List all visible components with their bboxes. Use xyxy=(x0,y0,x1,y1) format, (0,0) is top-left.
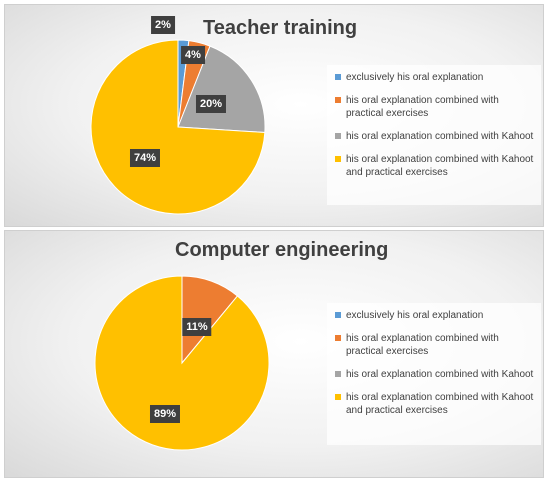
legend-swatch xyxy=(335,312,341,318)
legend-swatch xyxy=(335,133,341,139)
legend-item: his oral explanation combined with pract… xyxy=(335,332,535,358)
legend-item: his oral explanation combined with Kahoo… xyxy=(335,391,535,417)
legend-item: exclusively his oral explanation xyxy=(335,71,535,84)
legend-label: his oral explanation combined with pract… xyxy=(346,95,499,119)
pie-slice xyxy=(90,39,266,215)
legend-label: exclusively his oral explanation xyxy=(346,310,484,321)
legend-item: his oral explanation combined with Kahoo… xyxy=(335,153,535,179)
pie-slice xyxy=(94,275,270,451)
chart-title: Teacher training xyxy=(203,17,358,39)
legend: exclusively his oral explanation his ora… xyxy=(327,65,541,205)
legend-label: his oral explanation combined with Kahoo… xyxy=(346,392,534,416)
legend-item: his oral explanation combined with pract… xyxy=(335,94,535,120)
legend-item: his oral explanation combined with Kahoo… xyxy=(335,368,535,381)
data-label: 4% xyxy=(181,46,205,64)
legend-swatch xyxy=(335,335,341,341)
legend-swatch xyxy=(335,371,341,377)
data-label: 2% xyxy=(151,16,175,34)
legend-swatch xyxy=(335,156,341,162)
legend-swatch xyxy=(335,74,341,80)
data-label: 74% xyxy=(129,149,161,167)
legend-label: his oral explanation combined with Kahoo… xyxy=(346,154,534,178)
legend-label: his oral explanation combined with Kahoo… xyxy=(346,131,534,142)
legend-swatch xyxy=(335,97,341,103)
data-label: 11% xyxy=(182,318,212,336)
legend-item: exclusively his oral explanation xyxy=(335,309,535,322)
legend-label: exclusively his oral explanation xyxy=(346,72,484,83)
chart-panel-computer-engineering: Computer engineering exclusively his ora… xyxy=(4,230,544,478)
data-label: 89% xyxy=(149,405,181,423)
chart-panel-teacher-training: Teacher training exclusively his oral ex… xyxy=(4,4,544,227)
legend-swatch xyxy=(335,394,341,400)
legend-item: his oral explanation combined with Kahoo… xyxy=(335,130,535,143)
chart-title: Computer engineering xyxy=(175,239,389,261)
legend: exclusively his oral explanation his ora… xyxy=(327,303,541,445)
legend-label: his oral explanation combined with pract… xyxy=(346,333,499,357)
legend-label: his oral explanation combined with Kahoo… xyxy=(346,369,534,380)
data-label: 20% xyxy=(195,95,227,113)
